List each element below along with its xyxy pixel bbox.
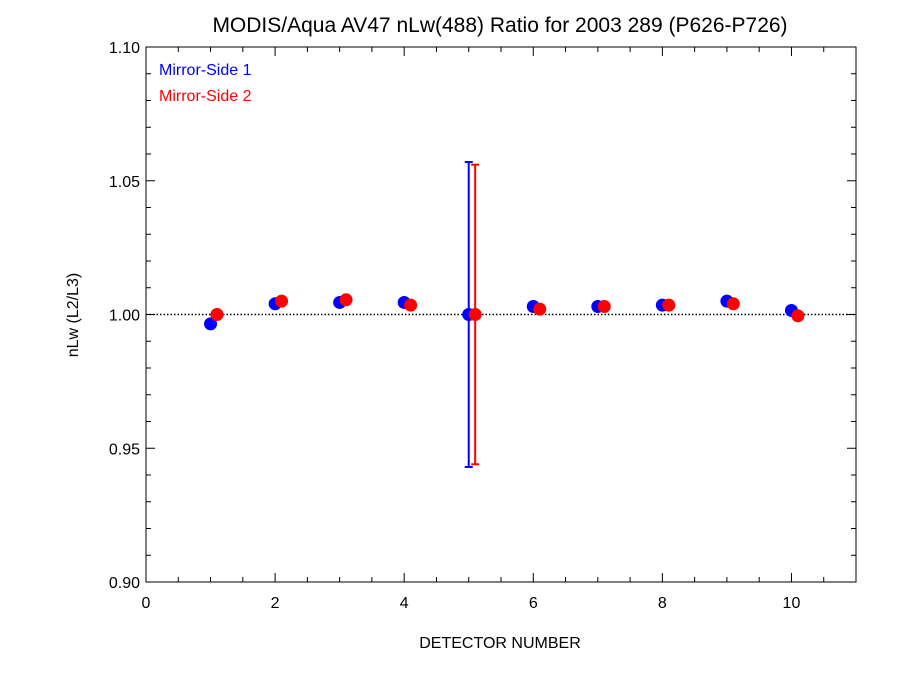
data-point-series-2 [791, 309, 805, 323]
axis-ticks: 0 2 4 6 8 10 0.90 0.95 1.00 1.05 1.10 [109, 40, 857, 612]
x-tick-label: 10 [783, 595, 801, 612]
y-tick-label: 1.00 [109, 308, 140, 325]
data-point-series-2 [533, 302, 547, 316]
x-tick-label: 4 [400, 595, 409, 612]
legend-entry: Mirror-Side 1 [159, 62, 252, 79]
y-axis-label: nLw (L2/L3) [65, 273, 82, 358]
y-tick-label: 1.10 [109, 40, 140, 57]
y-tick-label: 0.90 [109, 575, 140, 592]
x-axis-label: DETECTOR NUMBER [419, 635, 581, 652]
data-point-series-2 [275, 294, 289, 308]
x-tick-label: 6 [529, 595, 538, 612]
data-point-series-1 [204, 317, 218, 331]
y-tick-label: 0.95 [109, 441, 140, 458]
data-points [204, 293, 805, 331]
data-point-series-2 [404, 298, 418, 312]
data-point-series-2 [597, 299, 611, 313]
data-point-series-2 [662, 298, 676, 312]
data-point-series-2 [339, 293, 353, 307]
legend-entry: Mirror-Side 2 [159, 88, 252, 105]
x-tick-label: 8 [658, 595, 667, 612]
data-point-series-2 [726, 297, 740, 311]
legend: Mirror-Side 1 Mirror-Side 2 [159, 62, 252, 105]
x-tick-label: 0 [142, 595, 151, 612]
x-tick-label: 2 [271, 595, 280, 612]
chart-title: MODIS/Aqua AV47 nLw(488) Ratio for 2003 … [212, 14, 787, 37]
y-tick-label: 1.05 [109, 174, 140, 191]
data-point-series-2 [210, 308, 224, 321]
data-point-series-2 [468, 308, 482, 321]
